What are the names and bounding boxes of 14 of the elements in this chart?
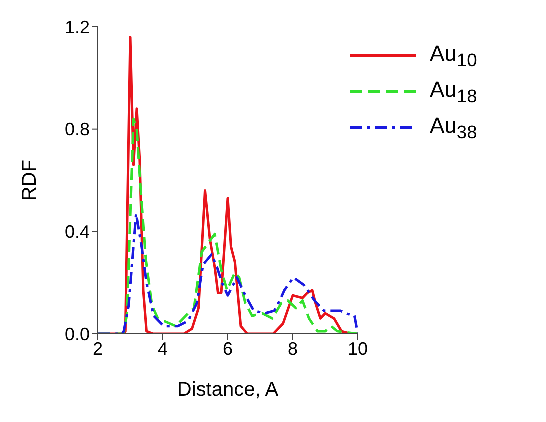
x-tick-label: 6	[222, 338, 234, 359]
y-tick-label: 0.4	[64, 222, 90, 242]
y-tick-label: 0.8	[64, 120, 90, 140]
x-tick-label: 4	[158, 338, 168, 359]
legend-label: Au$_{18}$	[430, 76, 478, 108]
legend-label: Au$_{38}$	[430, 112, 478, 144]
legend-label: Au$_{10}$	[430, 40, 478, 72]
x-tick-label: 10	[348, 338, 368, 359]
x-tick-label: 8	[288, 338, 298, 359]
y-tick-label: 0.0	[64, 324, 90, 344]
x-axis-title: Distance, A	[177, 379, 280, 401]
x-tick-label: 2	[92, 338, 104, 359]
y-axis-title: RDF	[19, 160, 41, 202]
y-tick-label: 1.2	[64, 17, 90, 38]
